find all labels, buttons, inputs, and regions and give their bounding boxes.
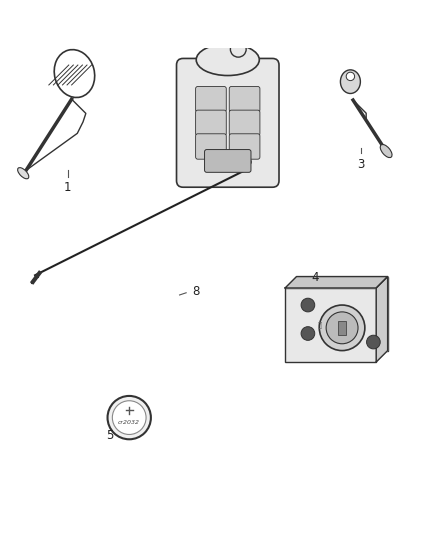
FancyBboxPatch shape [196, 134, 226, 159]
FancyBboxPatch shape [229, 86, 260, 112]
Text: 7: 7 [203, 99, 211, 112]
Circle shape [112, 401, 146, 434]
Circle shape [346, 72, 355, 80]
Text: 6: 6 [244, 155, 251, 168]
Circle shape [326, 312, 358, 344]
Circle shape [301, 327, 315, 341]
FancyBboxPatch shape [229, 134, 260, 159]
Text: 8: 8 [193, 285, 200, 298]
FancyBboxPatch shape [229, 110, 260, 135]
FancyBboxPatch shape [297, 277, 388, 351]
FancyBboxPatch shape [205, 150, 251, 172]
FancyBboxPatch shape [196, 86, 226, 112]
Polygon shape [285, 277, 388, 288]
Text: 1: 1 [64, 181, 72, 194]
FancyBboxPatch shape [285, 288, 376, 362]
Text: 🔑: 🔑 [317, 322, 321, 328]
Text: cr2032: cr2032 [118, 420, 140, 425]
Polygon shape [376, 277, 388, 362]
Ellipse shape [196, 44, 259, 76]
Circle shape [301, 298, 315, 312]
Circle shape [107, 396, 151, 439]
FancyBboxPatch shape [177, 59, 279, 187]
Circle shape [367, 335, 380, 349]
Ellipse shape [18, 167, 29, 179]
FancyBboxPatch shape [196, 110, 226, 135]
Bar [338, 321, 346, 335]
Text: 4: 4 [311, 271, 319, 284]
Ellipse shape [380, 144, 392, 158]
Circle shape [319, 305, 365, 351]
Text: 5: 5 [106, 429, 114, 442]
Text: 3: 3 [358, 158, 365, 171]
Ellipse shape [340, 70, 360, 93]
